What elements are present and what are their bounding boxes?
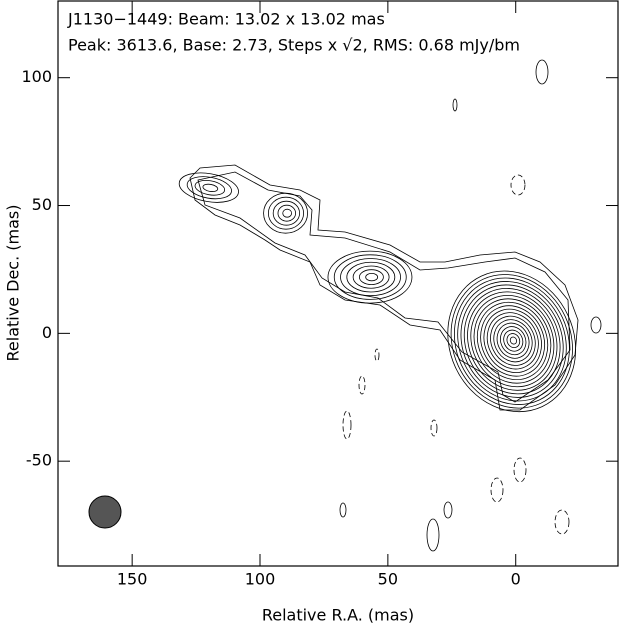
- contour-level: [194, 180, 226, 196]
- contour-level: [333, 254, 407, 300]
- y-tick-label: -50: [26, 451, 52, 470]
- contour-level: [509, 336, 518, 345]
- contour-level: [453, 277, 570, 405]
- contour-level: [202, 183, 219, 192]
- contour-level: [352, 265, 390, 289]
- negative-contour: [342, 410, 352, 440]
- contour-level: [282, 208, 292, 218]
- negative-contour: [513, 457, 527, 483]
- positive-contour: [426, 518, 440, 552]
- contour-level: [483, 308, 542, 373]
- positive-contour: [443, 501, 453, 519]
- x-tick-label: 50: [378, 570, 398, 589]
- contour-level: [365, 272, 379, 282]
- contour-level: [460, 284, 564, 398]
- beam: [88, 495, 122, 529]
- contours: [178, 59, 602, 552]
- positive-contour: [339, 502, 347, 518]
- contour-level: [358, 269, 384, 285]
- jet-envelope: [197, 171, 571, 403]
- contour-level: [493, 319, 533, 363]
- contour-level: [470, 294, 555, 388]
- jet-envelope: [189, 164, 579, 411]
- contour-level: [506, 333, 521, 349]
- plot-frame: [57, 0, 619, 567]
- negative-contour: [430, 419, 438, 437]
- x-axis-label: Relative R.A. (mas): [262, 606, 414, 625]
- contour-level: [450, 274, 573, 409]
- x-tick-label: 100: [245, 570, 276, 589]
- contour-level: [496, 322, 530, 359]
- contour-level: [473, 298, 552, 384]
- y-tick-label: 50: [32, 195, 52, 214]
- contour-level: [480, 305, 545, 377]
- negative-contour: [358, 375, 366, 395]
- positive-contour: [535, 59, 549, 85]
- contour-level: [447, 270, 577, 413]
- contour-level: [263, 192, 308, 234]
- contour-level: [503, 329, 524, 352]
- negative-contour: [490, 477, 504, 503]
- positive-contour: [590, 316, 602, 334]
- negative-contour: [554, 509, 570, 535]
- contour-level: [490, 315, 536, 366]
- y-axis-label: Relative Dec. (mas): [4, 205, 23, 362]
- contour-level: [467, 291, 558, 391]
- contour-level: [178, 172, 239, 203]
- x-tick-label: 0: [511, 570, 521, 589]
- y-tick-label: 100: [21, 67, 52, 86]
- contour-level: [346, 261, 396, 293]
- x-tick-label: 150: [117, 570, 148, 589]
- contour-level: [277, 204, 296, 222]
- contour-level: [499, 326, 527, 356]
- contour-level: [340, 258, 401, 297]
- contour-level: [457, 281, 567, 402]
- negative-contour: [374, 348, 380, 362]
- contour-level: [267, 196, 304, 230]
- contour-level: [476, 301, 549, 381]
- positive-contour: [452, 98, 458, 112]
- contour-level: [463, 288, 561, 395]
- chart-subtitle: Peak: 3613.6, Base: 2.73, Steps x √2, RM…: [68, 36, 520, 55]
- contour-level: [272, 200, 300, 226]
- contour-level: [486, 312, 539, 370]
- negative-contour: [510, 174, 526, 196]
- y-tick-label: 0: [42, 323, 52, 342]
- contour-level: [327, 250, 413, 304]
- chart-title: J1130−1449: Beam: 13.02 x 13.02 mas: [67, 10, 385, 29]
- contour-level: [186, 176, 232, 200]
